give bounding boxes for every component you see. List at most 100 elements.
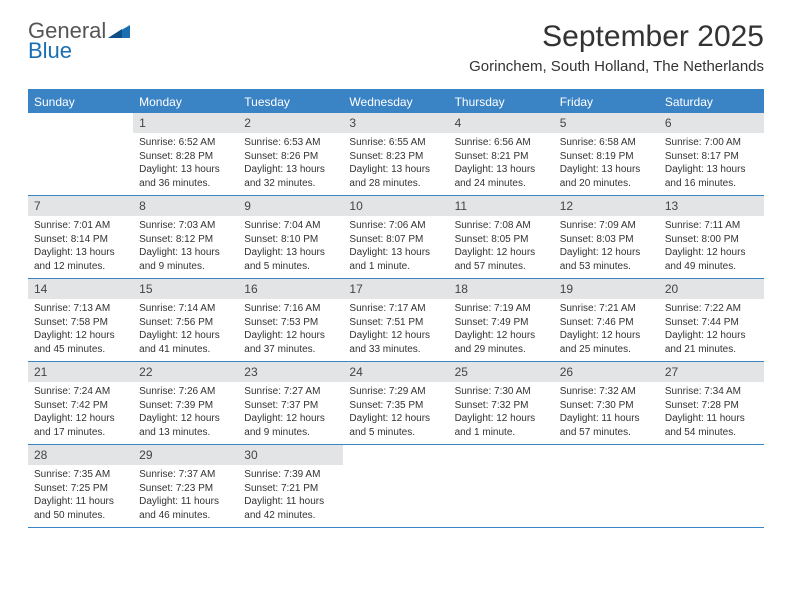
day-cell: 4Sunrise: 6:56 AMSunset: 8:21 PMDaylight… (449, 113, 554, 195)
logo-text-blue: Blue (28, 40, 72, 62)
sunrise-line: Sunrise: 7:34 AM (665, 385, 758, 399)
weekday-header: Monday (133, 91, 238, 113)
sunrise-line: Sunrise: 7:37 AM (139, 468, 232, 482)
sunrise-line: Sunrise: 7:03 AM (139, 219, 232, 233)
day-cell: 13Sunrise: 7:11 AMSunset: 8:00 PMDayligh… (659, 196, 764, 278)
day-number: 19 (554, 279, 659, 299)
week-row: 21Sunrise: 7:24 AMSunset: 7:42 PMDayligh… (28, 362, 764, 445)
sunset-line: Sunset: 8:05 PM (455, 233, 548, 247)
sunrise-line: Sunrise: 7:00 AM (665, 136, 758, 150)
sunset-line: Sunset: 7:25 PM (34, 482, 127, 496)
sunset-line: Sunset: 8:26 PM (244, 150, 337, 164)
sunset-line: Sunset: 7:39 PM (139, 399, 232, 413)
daylight-line: Daylight: 11 hours and 54 minutes. (665, 412, 758, 439)
sunrise-line: Sunrise: 7:30 AM (455, 385, 548, 399)
day-body: Sunrise: 7:39 AMSunset: 7:21 PMDaylight:… (238, 465, 343, 526)
day-body: Sunrise: 7:22 AMSunset: 7:44 PMDaylight:… (659, 299, 764, 360)
daylight-line: Daylight: 13 hours and 24 minutes. (455, 163, 548, 190)
weekday-header: Friday (554, 91, 659, 113)
sunrise-line: Sunrise: 6:55 AM (349, 136, 442, 150)
day-number: 30 (238, 445, 343, 465)
day-body: Sunrise: 7:27 AMSunset: 7:37 PMDaylight:… (238, 382, 343, 443)
daylight-line: Daylight: 13 hours and 9 minutes. (139, 246, 232, 273)
day-cell: 2Sunrise: 6:53 AMSunset: 8:26 PMDaylight… (238, 113, 343, 195)
day-number: 13 (659, 196, 764, 216)
day-number: 7 (28, 196, 133, 216)
sunset-line: Sunset: 7:58 PM (34, 316, 127, 330)
day-cell: 28Sunrise: 7:35 AMSunset: 7:25 PMDayligh… (28, 445, 133, 527)
sunset-line: Sunset: 7:28 PM (665, 399, 758, 413)
day-body: Sunrise: 7:16 AMSunset: 7:53 PMDaylight:… (238, 299, 343, 360)
sunrise-line: Sunrise: 7:17 AM (349, 302, 442, 316)
day-cell: 17Sunrise: 7:17 AMSunset: 7:51 PMDayligh… (343, 279, 448, 361)
day-number: 15 (133, 279, 238, 299)
day-body: Sunrise: 7:03 AMSunset: 8:12 PMDaylight:… (133, 216, 238, 277)
sunrise-line: Sunrise: 7:24 AM (34, 385, 127, 399)
day-cell: 11Sunrise: 7:08 AMSunset: 8:05 PMDayligh… (449, 196, 554, 278)
sunrise-line: Sunrise: 7:01 AM (34, 219, 127, 233)
daylight-line: Daylight: 12 hours and 17 minutes. (34, 412, 127, 439)
day-body: Sunrise: 7:32 AMSunset: 7:30 PMDaylight:… (554, 382, 659, 443)
day-cell: 18Sunrise: 7:19 AMSunset: 7:49 PMDayligh… (449, 279, 554, 361)
day-cell: 7Sunrise: 7:01 AMSunset: 8:14 PMDaylight… (28, 196, 133, 278)
day-cell: 23Sunrise: 7:27 AMSunset: 7:37 PMDayligh… (238, 362, 343, 444)
sunset-line: Sunset: 7:30 PM (560, 399, 653, 413)
day-cell: 6Sunrise: 7:00 AMSunset: 8:17 PMDaylight… (659, 113, 764, 195)
sunrise-line: Sunrise: 7:11 AM (665, 219, 758, 233)
day-cell: 25Sunrise: 7:30 AMSunset: 7:32 PMDayligh… (449, 362, 554, 444)
sunset-line: Sunset: 8:00 PM (665, 233, 758, 247)
day-number: 18 (449, 279, 554, 299)
day-body: Sunrise: 7:11 AMSunset: 8:00 PMDaylight:… (659, 216, 764, 277)
daylight-line: Daylight: 13 hours and 1 minute. (349, 246, 442, 273)
sunrise-line: Sunrise: 6:52 AM (139, 136, 232, 150)
day-cell: 22Sunrise: 7:26 AMSunset: 7:39 PMDayligh… (133, 362, 238, 444)
sunset-line: Sunset: 8:03 PM (560, 233, 653, 247)
day-number: 11 (449, 196, 554, 216)
logo: General Blue (28, 20, 131, 62)
day-cell: 20Sunrise: 7:22 AMSunset: 7:44 PMDayligh… (659, 279, 764, 361)
calendar-page: General Blue September 2025 Gorinchem, S… (0, 0, 792, 548)
sunset-line: Sunset: 7:49 PM (455, 316, 548, 330)
sunset-line: Sunset: 8:19 PM (560, 150, 653, 164)
day-number: 26 (554, 362, 659, 382)
title-block: September 2025 Gorinchem, South Holland,… (469, 20, 764, 85)
daylight-line: Daylight: 12 hours and 1 minute. (455, 412, 548, 439)
sunset-line: Sunset: 7:51 PM (349, 316, 442, 330)
day-cell: 29Sunrise: 7:37 AMSunset: 7:23 PMDayligh… (133, 445, 238, 527)
sunrise-line: Sunrise: 7:04 AM (244, 219, 337, 233)
sunrise-line: Sunrise: 7:13 AM (34, 302, 127, 316)
sunset-line: Sunset: 7:53 PM (244, 316, 337, 330)
sunset-line: Sunset: 8:12 PM (139, 233, 232, 247)
weekday-header: Tuesday (238, 91, 343, 113)
month-title: September 2025 (469, 20, 764, 54)
day-cell-empty (659, 445, 764, 527)
day-number: 10 (343, 196, 448, 216)
daylight-line: Daylight: 12 hours and 13 minutes. (139, 412, 232, 439)
sunset-line: Sunset: 8:10 PM (244, 233, 337, 247)
day-body: Sunrise: 7:13 AMSunset: 7:58 PMDaylight:… (28, 299, 133, 360)
sunset-line: Sunset: 8:14 PM (34, 233, 127, 247)
day-body: Sunrise: 7:29 AMSunset: 7:35 PMDaylight:… (343, 382, 448, 443)
day-number: 22 (133, 362, 238, 382)
week-row: 14Sunrise: 7:13 AMSunset: 7:58 PMDayligh… (28, 279, 764, 362)
header: General Blue September 2025 Gorinchem, S… (28, 20, 764, 85)
day-body: Sunrise: 7:00 AMSunset: 8:17 PMDaylight:… (659, 133, 764, 194)
day-body: Sunrise: 6:52 AMSunset: 8:28 PMDaylight:… (133, 133, 238, 194)
sunset-line: Sunset: 8:23 PM (349, 150, 442, 164)
daylight-line: Daylight: 12 hours and 53 minutes. (560, 246, 653, 273)
daylight-line: Daylight: 12 hours and 41 minutes. (139, 329, 232, 356)
weekday-header: Wednesday (343, 91, 448, 113)
sunset-line: Sunset: 7:46 PM (560, 316, 653, 330)
day-body: Sunrise: 6:55 AMSunset: 8:23 PMDaylight:… (343, 133, 448, 194)
sunrise-line: Sunrise: 7:14 AM (139, 302, 232, 316)
day-number: 24 (343, 362, 448, 382)
sunset-line: Sunset: 7:32 PM (455, 399, 548, 413)
sunset-line: Sunset: 8:21 PM (455, 150, 548, 164)
sunset-line: Sunset: 7:42 PM (34, 399, 127, 413)
sunset-line: Sunset: 7:56 PM (139, 316, 232, 330)
daylight-line: Daylight: 13 hours and 28 minutes. (349, 163, 442, 190)
day-cell: 3Sunrise: 6:55 AMSunset: 8:23 PMDaylight… (343, 113, 448, 195)
daylight-line: Daylight: 12 hours and 45 minutes. (34, 329, 127, 356)
day-cell-empty (449, 445, 554, 527)
day-number: 21 (28, 362, 133, 382)
